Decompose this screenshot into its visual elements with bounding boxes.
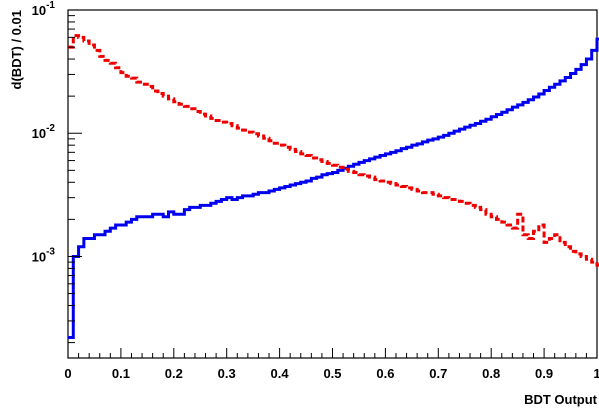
- x-tick-label: 0: [64, 366, 71, 381]
- y-tick-label: 10-2: [32, 123, 56, 141]
- x-axis: 0 0.1 0.2 0.3 0.4 0.5 0.6 0.7 0.8 0.9 1: [64, 348, 599, 381]
- x-tick-label: 0.4: [271, 366, 290, 381]
- y-axis-title: d(BDT) / 0.01: [9, 10, 24, 89]
- x-tick-label: 0.9: [535, 366, 553, 381]
- y-axis: 10-3 10-2 10-1: [32, 0, 82, 344]
- series-2-line: [68, 34, 599, 267]
- x-tick-label: 0.8: [482, 366, 500, 381]
- x-tick-label: 0.2: [165, 366, 183, 381]
- y-tick-label: 10-1: [32, 0, 56, 18]
- x-tick-label: 0.3: [218, 366, 236, 381]
- series-1-line: [68, 37, 599, 339]
- plot-frame: [67, 9, 598, 359]
- x-tick-label: 0.6: [376, 366, 394, 381]
- series-group: [68, 34, 599, 339]
- x-tick-label: 0.1: [112, 366, 130, 381]
- x-tick-label: 1: [593, 366, 599, 381]
- y-tick-label: 10-3: [32, 246, 56, 264]
- x-axis-title: BDT Output: [524, 392, 598, 407]
- x-tick-label: 0.7: [429, 366, 447, 381]
- x-tick-label: 0.5: [323, 366, 341, 381]
